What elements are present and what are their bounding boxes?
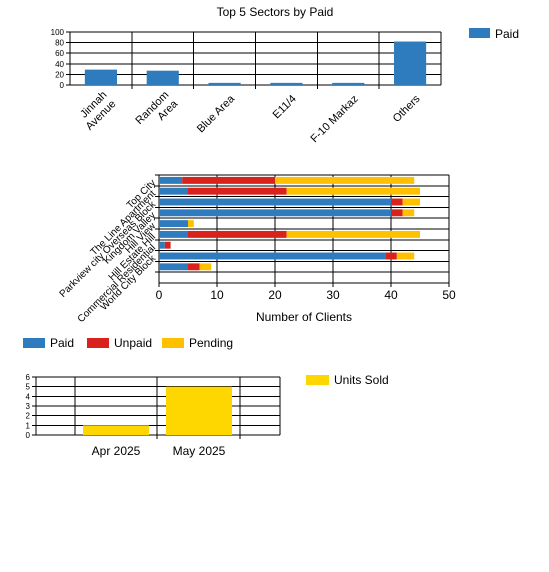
x-category-label: May 2025	[173, 444, 226, 458]
bar-paid-row-1	[159, 176, 183, 184]
x-category-label: F-10 Markaz	[309, 93, 361, 145]
sectors-chart-x-ticks: JinnahAvenue RandomArea Blue Area E11/4 F-10…	[75, 88, 423, 145]
legend-swatch-pending	[162, 338, 184, 348]
units-chart-grid	[32, 376, 281, 439]
legend-label-paid: Paid	[50, 336, 74, 350]
sectors-chart-grid	[66, 31, 442, 89]
y-tick-label: 80	[55, 39, 64, 48]
legend-swatch-unpaid	[87, 338, 109, 348]
legend-label-units-sold: Units Sold	[334, 373, 389, 387]
x-category-label-line: F-10 Markaz	[309, 93, 361, 145]
y-tick-label: 0	[60, 81, 65, 90]
x-category-label: Others	[391, 93, 423, 125]
bar-paid-f-10-markaz	[332, 82, 365, 85]
bar-pending-row-6	[286, 230, 420, 238]
bar-unpaid-row-1	[182, 176, 275, 184]
bar-unpaid-row-7	[164, 241, 171, 249]
bar-paid-row-3	[159, 198, 391, 206]
x-category-label: Blue Area	[195, 92, 238, 135]
x-tick-label: 50	[442, 288, 456, 302]
bar-paid-row-9	[159, 263, 188, 271]
bar-units-sold-apr-2025	[83, 425, 149, 435]
x-tick-label: 30	[326, 288, 340, 302]
sectors-chart-title: Top 5 Sectors by Paid	[217, 5, 334, 19]
x-category-label: RandomArea	[133, 88, 180, 135]
legend-swatch-paid	[23, 338, 45, 348]
bar-unpaid-row-2	[188, 187, 287, 195]
clients-chart-x-ticks: 0 10 20 30 40 50	[156, 288, 456, 302]
x-tick-label: 40	[384, 288, 398, 302]
bar-paid-row-8	[159, 252, 386, 260]
y-tick-label: 0	[26, 431, 31, 440]
bar-paid-jinnah-avenue	[84, 69, 117, 85]
sectors-chart-bars	[84, 41, 427, 85]
bar-paid-row-7	[159, 241, 165, 249]
bar-paid-row-2	[159, 187, 188, 195]
bar-pending-row-8	[396, 252, 415, 260]
y-tick-label: 5	[26, 383, 31, 392]
bar-paid-e11-4	[270, 82, 303, 85]
legend-swatch-units-sold	[306, 375, 329, 385]
y-tick-label: 4	[26, 392, 31, 401]
bar-unpaid-row-3	[391, 198, 403, 206]
x-category-label: Apr 2025	[92, 444, 141, 458]
bar-pending-row-5	[188, 220, 194, 228]
bar-paid-row-5	[159, 220, 188, 228]
bar-pending-row-9	[199, 263, 212, 271]
x-category-label-line: Others	[391, 93, 423, 125]
bar-unpaid-row-6	[188, 230, 287, 238]
y-tick-label: 40	[55, 60, 64, 69]
y-tick-label: 20	[55, 70, 64, 79]
bar-pending-row-1	[275, 176, 415, 184]
x-category-label: JinnahAvenue	[75, 89, 119, 133]
bar-pending-row-4	[402, 209, 415, 217]
x-category-label-line: E11/4	[271, 93, 299, 121]
y-tick-label: 2	[26, 412, 31, 421]
bar-pending-row-3	[402, 198, 420, 206]
legend-label-unpaid: Unpaid	[114, 336, 152, 350]
legend-label-pending: Pending	[189, 336, 233, 350]
y-tick-label: 3	[26, 402, 31, 411]
bar-units-sold-may-2025	[166, 386, 232, 435]
bar-unpaid-row-4	[391, 209, 403, 217]
legend-swatch-paid	[469, 28, 490, 38]
units-chart-x-ticks: Apr 2025 May 2025	[92, 444, 226, 458]
x-tick-label: 20	[268, 288, 282, 302]
y-tick-label: 1	[26, 421, 31, 430]
units-chart-legend: Units Sold	[306, 373, 389, 387]
units-chart-bars	[83, 386, 232, 435]
y-tick-label: 100	[51, 28, 65, 37]
sectors-chart-legend: Paid	[469, 27, 519, 41]
bar-paid-others	[394, 41, 427, 85]
x-category-label-line: Blue Area	[195, 92, 238, 135]
bar-unpaid-row-8	[385, 252, 397, 260]
bar-paid-random-area	[146, 70, 179, 85]
bar-paid-blue-area	[208, 82, 241, 85]
y-tick-label: 6	[26, 373, 31, 382]
clients-chart-legend: Paid Unpaid Pending	[23, 336, 233, 350]
bar-pending-row-2	[286, 187, 420, 195]
x-tick-label: 0	[156, 288, 163, 302]
bar-unpaid-row-9	[188, 263, 200, 271]
clients-chart-x-label: Number of Clients	[256, 310, 352, 324]
bar-paid-row-4	[159, 209, 391, 217]
clients-chart-bars	[159, 176, 420, 271]
x-category-label: E11/4	[271, 93, 299, 121]
x-tick-label: 10	[210, 288, 224, 302]
legend-label-paid: Paid	[495, 27, 519, 41]
y-tick-label: 60	[55, 49, 64, 58]
bar-paid-row-6	[159, 230, 188, 238]
